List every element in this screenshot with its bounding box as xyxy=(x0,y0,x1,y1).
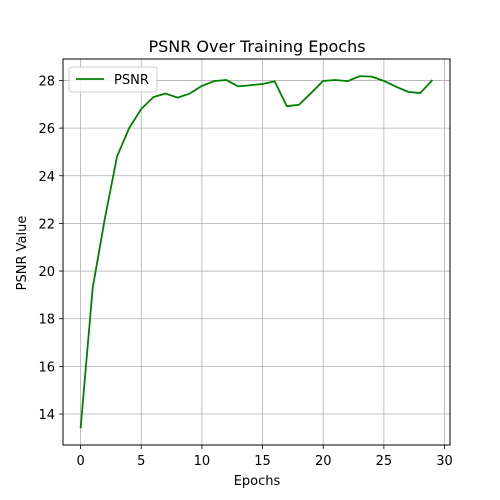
y-tick-label: 24 xyxy=(38,170,55,185)
legend-box xyxy=(68,66,158,93)
y-tick-label: 28 xyxy=(38,74,55,89)
y-tick-label: 16 xyxy=(38,360,55,375)
x-tick-label: 15 xyxy=(254,454,271,469)
x-tick-label: 20 xyxy=(315,454,332,469)
y-tick-label: 22 xyxy=(38,217,55,232)
x-tick-label: 0 xyxy=(76,454,84,469)
y-tick-label: 20 xyxy=(38,265,55,280)
y-tick-label: 26 xyxy=(38,122,55,137)
x-tick-label: 5 xyxy=(137,454,145,469)
grid xyxy=(63,59,450,445)
series-line-psnr xyxy=(79,75,434,429)
y-tick-label: 14 xyxy=(38,408,55,423)
x-axis-label: Epochs xyxy=(234,474,281,489)
plot-frame xyxy=(62,58,451,446)
series-layer xyxy=(79,75,434,429)
x-tick-label: 25 xyxy=(376,454,393,469)
chart-title: PSNR Over Training Epochs xyxy=(148,37,365,56)
x-tick-label: 30 xyxy=(436,454,453,469)
legend: PSNR xyxy=(68,66,158,93)
y-axis-label: PSNR Value xyxy=(15,216,30,291)
y-tick-label: 18 xyxy=(38,313,55,328)
legend-label-psnr: PSNR xyxy=(114,73,149,88)
x-tick-label: 10 xyxy=(194,454,211,469)
axis-ticks: 0 5 10 15 20 25 30 14 16 18 20 22 24 26 28 xyxy=(38,74,452,469)
